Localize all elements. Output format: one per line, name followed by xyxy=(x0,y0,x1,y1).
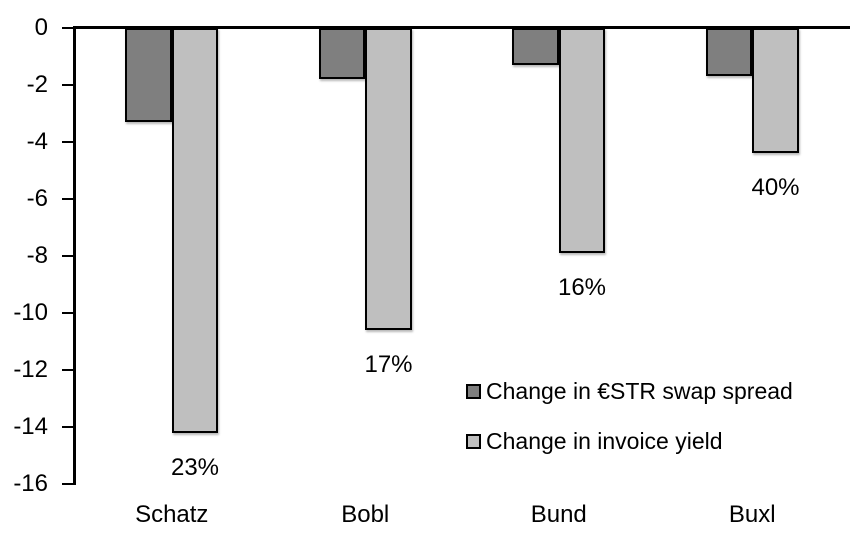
y-tick-label: -10 xyxy=(13,299,48,326)
y-tick-mark xyxy=(62,255,74,257)
y-tick-mark xyxy=(62,141,74,143)
y-tick-label: -2 xyxy=(26,71,48,98)
bar-bund-invoice-yield xyxy=(558,28,606,254)
y-tick-label: -12 xyxy=(13,356,48,383)
legend-label: Change in €STR swap spread xyxy=(486,377,793,404)
y-tick-label: -4 xyxy=(26,128,48,155)
bar-bobl-swap-spread xyxy=(318,28,366,80)
y-tick-mark xyxy=(62,369,74,371)
bar-bobl-invoice-yield xyxy=(365,28,412,331)
legend-label: Change in invoice yield xyxy=(486,427,723,454)
bar-value-label: 23% xyxy=(170,453,220,481)
y-tick-mark xyxy=(62,27,74,29)
y-tick-label: -14 xyxy=(13,413,48,440)
bar-bund-swap-spread xyxy=(512,28,559,66)
legend-marker-swap-spread xyxy=(466,383,481,399)
y-tick-mark xyxy=(62,426,74,428)
y-tick-mark xyxy=(62,198,74,200)
x-category-label: Schatz xyxy=(135,501,209,528)
legend-item: Change in invoice yield xyxy=(466,428,793,454)
zero-gridline xyxy=(73,26,850,29)
legend-marker-invoice-yield xyxy=(466,433,481,449)
bar-buxl-swap-spread xyxy=(705,28,753,77)
bar-value-label: 17% xyxy=(364,351,413,379)
legend-item: Change in €STR swap spread xyxy=(466,378,793,404)
bar-schatz-invoice-yield xyxy=(171,28,219,433)
y-tick-mark xyxy=(62,84,74,86)
legend: Change in €STR swap spread Change in invo… xyxy=(466,378,793,478)
y-tick-label: 0 xyxy=(34,14,48,41)
y-tick-label: -8 xyxy=(26,242,48,269)
x-category-label: Bund xyxy=(530,501,587,528)
bar-schatz-swap-spread xyxy=(125,28,172,123)
bar-buxl-invoice-yield xyxy=(752,28,799,154)
y-axis-line xyxy=(73,26,76,485)
y-tick-mark xyxy=(62,483,74,485)
bar-value-label: 40% xyxy=(751,174,800,202)
y-tick-mark xyxy=(62,312,74,314)
y-tick-label: -16 xyxy=(13,470,48,497)
x-category-label: Bobl xyxy=(341,501,390,528)
x-category-label: Buxl xyxy=(728,501,776,528)
y-tick-label: -6 xyxy=(26,185,48,212)
bar-value-label: 16% xyxy=(557,274,607,302)
